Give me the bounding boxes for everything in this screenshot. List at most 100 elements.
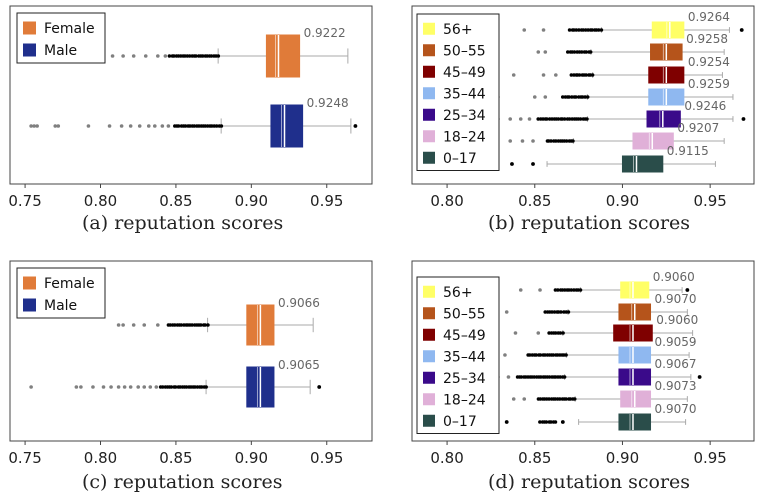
- legend-swatch: [423, 350, 435, 363]
- plot-frame: [411, 5, 755, 185]
- outlier-point: [536, 117, 541, 121]
- mean-label: 0.9254: [688, 55, 730, 69]
- outlier-point: [539, 375, 543, 379]
- outlier-point: [131, 54, 136, 58]
- outlier-point: [176, 124, 181, 128]
- outlier-point: [35, 124, 39, 128]
- outlier-point: [556, 117, 561, 121]
- outlier-point: [136, 385, 141, 389]
- mean-label: 0.9059: [655, 335, 697, 349]
- mean-label: 0.9115: [667, 144, 709, 158]
- chart-b-svg: 0.80 0.85 0.90 0.95 0.9264 0.9258 0.9254 0.9259…: [411, 5, 755, 210]
- outlier-point: [569, 288, 574, 292]
- outlier-point: [166, 124, 171, 128]
- box-iqr: [620, 390, 652, 408]
- x-tick-label: 0.85: [518, 449, 551, 467]
- outlier-point: [574, 95, 578, 99]
- outlier-point: [585, 117, 589, 121]
- legend-label: 50–55: [443, 306, 486, 322]
- box-56+: 0.9060: [490, 270, 695, 299]
- outlier-point: [203, 323, 207, 327]
- outlier-point: [532, 95, 537, 99]
- legend-swatch: [423, 130, 435, 143]
- outlier-point: [508, 139, 513, 143]
- outlier-point: [564, 353, 568, 357]
- box-50-55: 0.9070: [504, 292, 697, 321]
- legend-label: 25–34: [443, 371, 486, 387]
- outlier-point: [204, 385, 208, 389]
- outlier-point: [53, 124, 58, 128]
- outlier-point: [565, 50, 570, 54]
- outlier-point: [518, 117, 523, 121]
- outlier-point: [353, 124, 358, 128]
- outlier-point: [190, 323, 194, 327]
- outlier-point: [562, 117, 567, 121]
- outlier-point: [79, 385, 83, 389]
- legend-label: 18–24: [443, 392, 486, 408]
- caption-b: (b) reputation scores: [488, 212, 691, 234]
- outlier-point: [216, 54, 221, 58]
- legend-label: 35–44: [443, 86, 486, 102]
- x-tick-label: 0.90: [235, 449, 268, 467]
- legend-label: Female: [44, 276, 95, 292]
- x-tick-label: 0.85: [159, 192, 192, 210]
- outlier-point: [173, 385, 178, 389]
- outlier-point: [538, 420, 542, 424]
- box-iqr: [265, 34, 301, 78]
- outlier-point: [544, 117, 549, 121]
- mean-label: 0.9066: [278, 296, 320, 310]
- outlier-point: [214, 124, 219, 128]
- outlier-point: [172, 323, 177, 327]
- legend-swatch: [423, 44, 435, 57]
- outlier-point: [32, 124, 36, 128]
- legend-swatch: [423, 108, 435, 121]
- outlier-point: [599, 28, 604, 32]
- legend-swatch: [423, 371, 435, 384]
- legend-label: Male: [44, 43, 77, 59]
- chart-panel-a: 0.75 0.80 0.85 0.90 0.95 0.9222 0.9248 Female Ma…: [0, 0, 375, 245]
- outlier-point: [194, 54, 198, 58]
- outlier-point: [741, 117, 746, 121]
- outlier-point: [583, 95, 587, 99]
- mean-label: 0.9060: [653, 270, 695, 284]
- outlier-point: [200, 54, 205, 58]
- chart-panel-b: 0.80 0.85 0.90 0.95 0.9264 0.9258 0.9254 0.9259…: [390, 0, 765, 245]
- outlier-point: [506, 375, 511, 379]
- mean-label: 0.9070: [655, 402, 697, 416]
- x-tick-label: 0.90: [235, 192, 268, 210]
- legend-swatch: [423, 328, 435, 341]
- outlier-point: [519, 375, 524, 379]
- legend-swatch: [423, 22, 435, 35]
- outlier-point: [534, 353, 538, 357]
- outlier-point: [562, 375, 567, 379]
- box-18-24: 0.9073: [511, 379, 697, 408]
- legend-swatch: [423, 414, 435, 427]
- legend-swatch: [423, 393, 435, 406]
- outlier-point: [518, 288, 523, 292]
- outlier-point: [128, 124, 133, 128]
- outlier-point: [572, 397, 577, 401]
- legend-label: 18–24: [443, 129, 486, 145]
- outlier-point: [558, 397, 562, 401]
- outlier-point: [110, 54, 115, 58]
- outlier-point: [172, 54, 176, 58]
- outlier-point: [513, 331, 518, 335]
- outlier-point: [179, 323, 184, 327]
- outlier-point: [538, 353, 543, 357]
- outlier-point: [556, 288, 560, 292]
- outlier-point: [590, 28, 594, 32]
- outlier-point: [543, 50, 548, 54]
- outlier-point: [156, 323, 160, 327]
- legend-label: 50–55: [443, 43, 486, 59]
- plot-frame: [9, 5, 373, 185]
- legend-label: 45–49: [443, 328, 486, 344]
- legend-label: 56+: [443, 22, 473, 38]
- outlier-point: [549, 420, 553, 424]
- outlier-point: [86, 124, 91, 128]
- outlier-point: [142, 385, 147, 389]
- box-0-17: 0.9070: [504, 402, 697, 431]
- box-female: 0.9222: [110, 26, 349, 78]
- outlier-point: [107, 124, 112, 128]
- outlier-point: [577, 73, 582, 77]
- box-iqr: [620, 281, 650, 299]
